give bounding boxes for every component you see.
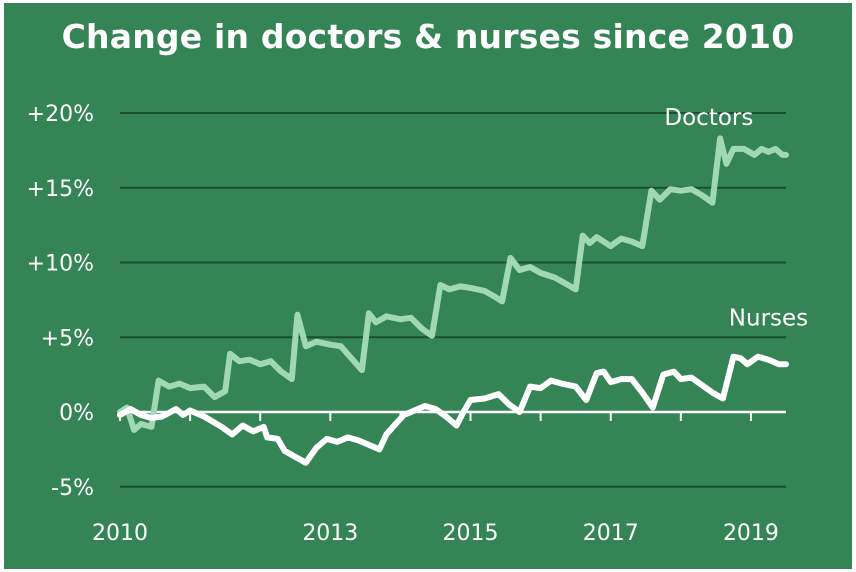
x-tick-label: 2010	[92, 521, 148, 546]
y-tick-label: +5%	[41, 326, 94, 351]
series-labels: Doctors Nurses	[664, 105, 808, 331]
series-label-doctors: Doctors	[664, 105, 753, 131]
y-tick-label: 0%	[59, 401, 94, 426]
series-label-nurses: Nurses	[729, 305, 808, 331]
x-tick-label: 2017	[583, 521, 639, 546]
y-tick-label: +15%	[27, 177, 94, 202]
y-tick-label: +20%	[27, 102, 94, 127]
y-axis-tick-labels: -5% 0% +5% +10% +15% +20%	[27, 102, 94, 501]
x-tick-label: 2015	[443, 521, 499, 546]
chart-title: Change in doctors & nurses since 2010	[61, 17, 795, 56]
series-line-doctors	[117, 135, 789, 433]
line-chart: -5%0%+5%+10%+15%+20% 2010 2013 2015 2017 201…	[27, 102, 808, 546]
series-lines	[117, 135, 789, 466]
y-tick-label: -5%	[51, 476, 94, 501]
gridlines	[120, 112, 786, 488]
y-tick-label: +10%	[27, 252, 94, 277]
x-axis-tick-labels: 2010 2013 2015 2017 2019	[92, 521, 779, 546]
series-line-nurses	[117, 353, 789, 466]
x-tick-label: 2019	[723, 521, 779, 546]
x-tick-label: 2013	[302, 521, 358, 546]
chart-container: Change in doctors & nurses since 2010 -5…	[4, 3, 852, 569]
